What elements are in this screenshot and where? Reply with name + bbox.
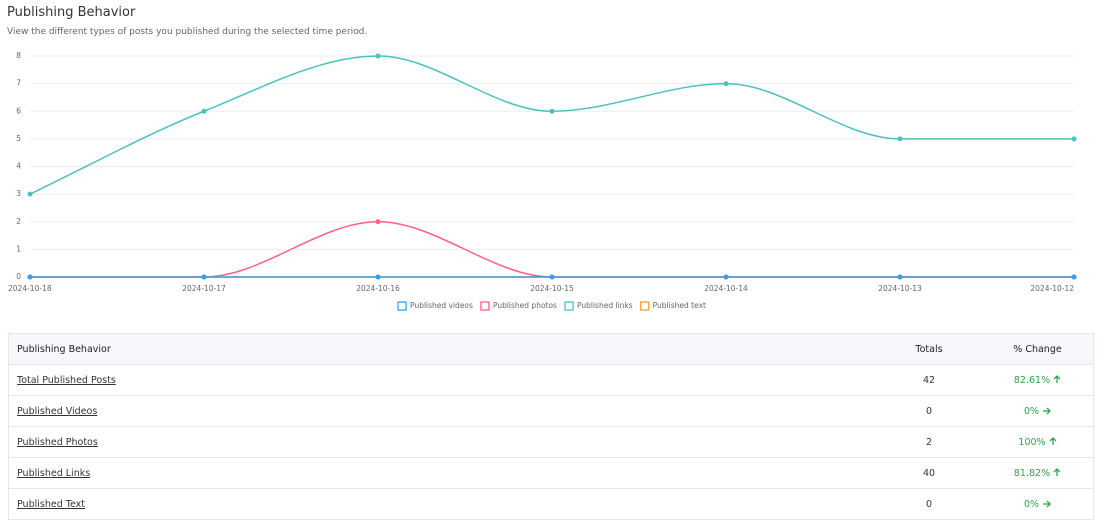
header-cell: Totals [876, 333, 982, 365]
arrow-right [1043, 407, 1051, 414]
legend-label: Published text [653, 301, 706, 310]
row: Published Photos 2 100% [8, 426, 1094, 458]
row-link[interactable]: Published Text [17, 498, 85, 510]
change: 81.82% [1013, 467, 1051, 479]
arrow-right [1043, 500, 1051, 507]
point [27, 191, 33, 197]
point [897, 136, 903, 142]
arrow-up [1053, 374, 1061, 383]
point [549, 274, 555, 280]
y-tick-label: 4 [16, 162, 21, 171]
point [201, 108, 207, 114]
y-tick-label: 7 [16, 79, 21, 88]
total: 42 [876, 364, 982, 396]
legend-swatch [480, 301, 490, 311]
point [27, 274, 33, 280]
legend-label: Published videos [410, 301, 473, 310]
row-link[interactable]: Total Published Posts [17, 374, 116, 386]
legend-label: Published links [577, 301, 633, 310]
y-tick-label: 2 [16, 217, 21, 226]
row: Total Published Posts 42 82.61% [8, 364, 1094, 396]
change: 0% [1023, 405, 1040, 417]
total: 0 [876, 395, 982, 427]
x-tick-label: 2024-10-17 [182, 284, 226, 293]
change: 0% [1023, 498, 1040, 510]
row-link[interactable]: Published Photos [17, 436, 98, 448]
point [1071, 136, 1077, 142]
y-tick-label: 3 [16, 189, 21, 198]
row: Published Text 0 0% [8, 488, 1094, 520]
x-tick-label: 2024-10-15 [530, 284, 574, 293]
point [201, 274, 207, 280]
legend-swatch [397, 301, 407, 311]
series-line [29, 55, 1074, 195]
change: 100% [1018, 436, 1046, 448]
point [723, 81, 729, 87]
total: 40 [876, 457, 982, 489]
point [375, 53, 381, 59]
row: Published Videos 0 0% [8, 395, 1094, 427]
arrow-up [1053, 467, 1061, 476]
arrow-up [1049, 436, 1057, 445]
header-cell: Publishing Behavior [8, 333, 876, 365]
y-tick-label: 8 [16, 51, 21, 60]
point [375, 219, 381, 225]
x-tick-label: 2024-10-12 [1030, 284, 1074, 293]
point [375, 274, 381, 280]
table: Publishing Behavior Totals % Change Tota… [8, 333, 1094, 520]
total: 0 [876, 488, 982, 520]
header-cell: % Change [982, 333, 1094, 365]
legend-label: Published photos [493, 301, 557, 310]
point [1071, 274, 1077, 280]
chart: 0 1 2 3 4 5 6 7 8 2024-10-18 2024-10-17 2024-10-16 2… [8, 51, 1077, 311]
point [723, 274, 729, 280]
point [549, 108, 555, 114]
x-tick-label: 2024-10-14 [704, 284, 748, 293]
point [897, 274, 903, 280]
subtitle: View the different types of posts you pu… [7, 27, 368, 37]
y-tick-label: 6 [16, 106, 21, 115]
x-tick-label: 2024-10-18 [8, 284, 52, 293]
x-tick-label: 2024-10-13 [878, 284, 922, 293]
title: Publishing Behavior [7, 5, 136, 20]
row-link[interactable]: Published Links [17, 467, 91, 479]
y-tick-label: 1 [16, 244, 21, 253]
row-link[interactable]: Published Videos [17, 405, 98, 417]
legend-swatch [564, 301, 574, 311]
change: 82.61% [1013, 374, 1051, 386]
row: Published Links 40 81.82% [8, 457, 1094, 489]
y-tick-label: 5 [16, 134, 21, 143]
total: 2 [876, 426, 982, 458]
legend-swatch [640, 301, 650, 311]
x-tick-label: 2024-10-16 [356, 284, 400, 293]
y-tick-label: 0 [16, 272, 21, 281]
header-row: Publishing Behavior Totals % Change [8, 333, 1094, 365]
